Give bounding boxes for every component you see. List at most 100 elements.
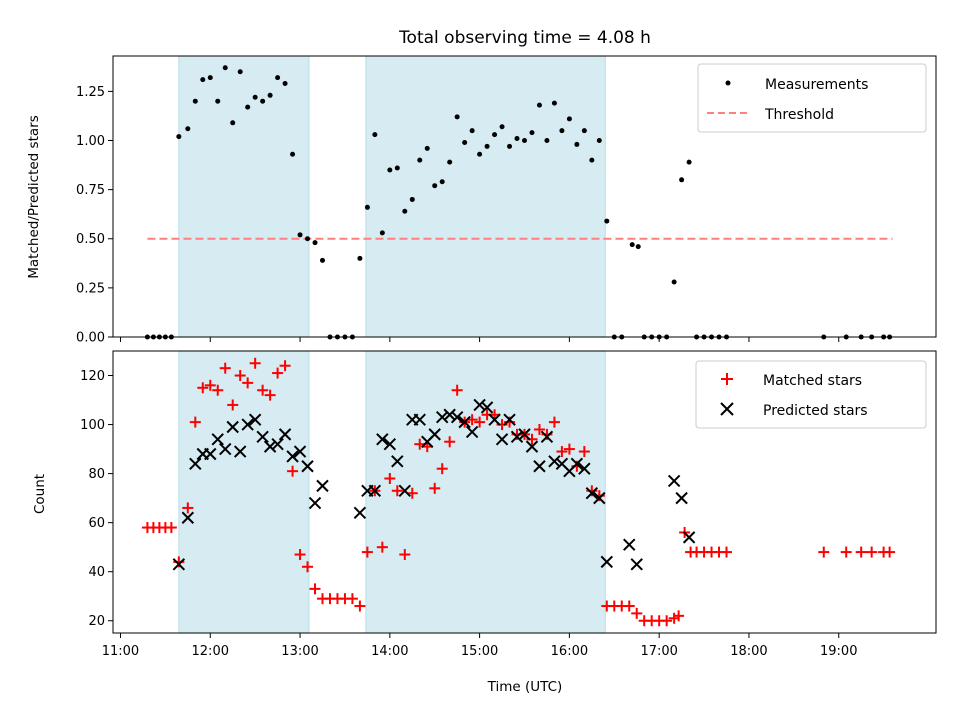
measurement-point [536,102,542,108]
measurement-point [394,165,400,171]
predicted-star-point [465,425,479,439]
measurement-point [222,65,228,71]
chart-title: Total observing time = 4.08 h [398,28,651,48]
predicted-star-point [248,413,262,426]
predicted-star-point [518,428,531,441]
matched-star-point [429,482,441,494]
matched-star-point [661,615,673,627]
measurement-point [260,98,266,104]
measurement-point [215,98,221,104]
predicted-star-point [278,428,292,441]
matched-star-point [444,436,456,448]
predicted-star-point [488,413,501,426]
matched-legend-label: Matched stars [763,373,862,389]
matched-star-point [249,357,261,369]
top-ytick-label: 0.50 [76,232,105,247]
bottom-legend-box [695,360,927,429]
measurement-point [297,232,303,238]
bottom-ytick-label: 60 [88,516,105,531]
measurement-point [477,151,483,157]
predicted-star-point [450,411,464,424]
measurement-point [192,98,198,104]
bottom-xtick-label: 15:00 [461,644,498,659]
threshold-legend-label: Threshold [764,107,834,123]
matched-star-point [264,389,276,401]
bottom-xtick-label: 11:00 [102,644,139,659]
measurement-point [267,92,273,98]
measurement-point [514,136,520,142]
bottom-y-axis-label: Count [32,474,48,514]
bottom-ytick-label: 100 [80,418,105,433]
bottom-shaded-interval-1 [178,350,310,634]
predicted-star-point [593,491,606,505]
bottom-ytick-label: 120 [80,369,105,384]
predicted-star-point [181,511,195,524]
predicted-star-point [495,433,509,446]
bottom-xtick-label: 14:00 [371,644,408,659]
predicted-star-point [368,484,382,497]
matched-star-point [563,443,575,455]
matched-star-point [302,561,314,573]
top-ytick-label: 0.25 [76,281,105,296]
predicted-legend-label: Predicted stars [763,403,868,419]
matched-star-point [272,367,284,379]
predicted-star-point [256,430,269,444]
bottom-xtick-label: 13:00 [281,644,318,659]
matched-star-point [219,362,231,374]
matched-star-point [623,600,635,612]
measurement-point [237,69,243,75]
matched-star-point [227,399,239,411]
predicted-star-point [533,460,546,473]
measurement-point [596,137,602,143]
predicted-star-point [428,428,441,441]
predicted-star-point [510,430,524,444]
predicted-legend-marker [720,402,734,416]
predicted-star-point [570,457,584,471]
measurement-point [185,126,191,132]
matched-star-point [884,546,896,558]
measurement-point [507,143,513,149]
matched-star-point [257,384,269,396]
measurement-point [551,100,557,106]
matched-star-point [204,379,216,391]
matched-star-point [556,446,568,458]
matched-star-point [631,607,643,619]
top-shaded-interval-2 [365,55,606,338]
matched-star-point [399,549,411,561]
measurement-point [424,145,430,151]
bottom-xtick-label: 12:00 [192,644,229,659]
predicted-star-point [435,411,449,424]
predicted-star-point [383,437,397,451]
bottom-data-layer [141,357,896,627]
predicted-star-point [286,450,299,463]
predicted-star-point [376,433,389,446]
measurement-point [230,120,236,126]
predicted-star-point [525,440,539,453]
top-ytick-label: 0.00 [76,331,105,346]
measurement-point [447,159,453,165]
top-panel: 0.00 0.25 0.50 0.75 1.00 1.25 Matched/Predict… [26,55,937,346]
matched-star-point [234,370,246,382]
matched-star-point [182,502,194,514]
matched-star-point [197,382,209,394]
matched-star-point [474,416,486,428]
matched-star-point [376,541,388,553]
top-legend-box [697,63,927,133]
predicted-star-point [667,474,681,488]
measurement-point [282,81,288,87]
bottom-xtick-label: 17:00 [640,644,677,659]
bottom-xtick-label: 16:00 [551,644,588,659]
measurement-point [275,75,281,81]
measurement-point [387,167,393,173]
bottom-x-ticks: 11:00 12:00 13:00 14:00 15:00 16:00 17:00 18:00… [102,633,857,659]
bottom-ytick-label: 40 [88,565,105,580]
bottom-xtick-label: 19:00 [820,644,857,659]
matched-star-point [578,446,590,458]
matched-star-point [866,546,878,558]
bottom-panel: 20 40 60 80 100 120 11:00 12:00 13:00 14:00 15:00… [32,350,937,695]
predicted-star-point [600,555,614,569]
top-y-axis-label: Matched/Predicted stars [26,115,42,278]
measurement-point [604,218,610,224]
predicted-star-point [473,398,486,412]
